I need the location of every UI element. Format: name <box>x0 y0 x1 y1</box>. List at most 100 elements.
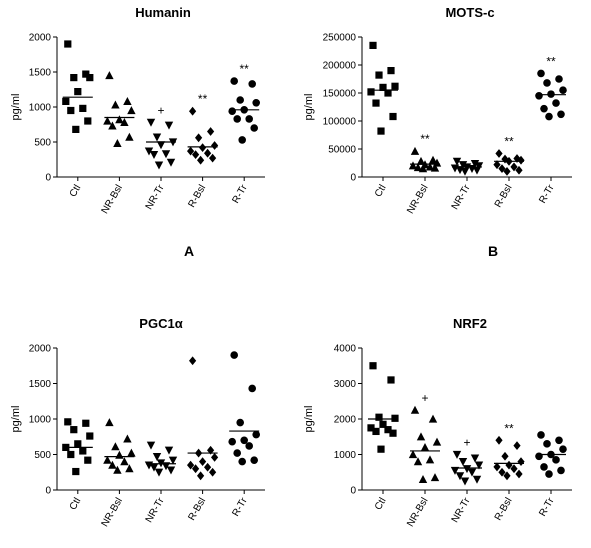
data-point <box>384 426 392 434</box>
data-point <box>144 147 154 156</box>
data-point <box>375 413 383 421</box>
x-tick-label: NR-Tr <box>450 495 473 524</box>
data-point <box>125 464 134 473</box>
data-point <box>187 146 195 156</box>
data-point <box>555 436 563 445</box>
y-tick-label: 1500 <box>29 379 52 390</box>
data-point <box>428 414 438 423</box>
y-tick-label: 0 <box>45 173 51 184</box>
data-point <box>250 456 258 464</box>
significance-annotation: ** <box>240 62 250 76</box>
data-point <box>146 118 156 127</box>
data-point <box>67 450 75 459</box>
data-point <box>458 161 468 170</box>
data-point <box>236 96 244 104</box>
data-point <box>105 418 114 427</box>
data-point <box>115 450 124 459</box>
data-point <box>472 166 482 175</box>
significance-annotation: + <box>421 391 428 405</box>
data-point <box>430 163 440 172</box>
data-point <box>166 466 176 475</box>
data-point <box>495 149 503 158</box>
data-point <box>120 457 129 466</box>
x-tick-label: R-Bsl <box>186 183 208 210</box>
y-tick-label: 50000 <box>328 145 356 156</box>
data-point <box>391 82 399 90</box>
y-tick-label: 0 <box>350 173 356 184</box>
data-point <box>416 432 426 441</box>
data-point <box>84 456 92 464</box>
data-point <box>84 117 92 125</box>
data-point <box>111 442 120 451</box>
chart-title: NRF2 <box>453 316 487 331</box>
data-point <box>455 472 465 481</box>
data-point <box>428 155 438 164</box>
data-point <box>204 462 212 472</box>
data-point <box>238 136 246 144</box>
data-point <box>152 133 162 142</box>
panel-label-b: B <box>488 243 498 259</box>
x-tick-label: Ctl <box>68 183 84 199</box>
data-point <box>559 445 567 453</box>
data-point <box>245 442 253 450</box>
x-tick-label: Ctl <box>373 496 389 512</box>
data-point <box>503 471 511 481</box>
data-point <box>74 440 82 448</box>
data-point <box>375 71 383 79</box>
data-point <box>103 116 112 125</box>
data-point <box>418 474 428 483</box>
significance-annotation: + <box>157 103 164 117</box>
data-point <box>64 40 72 48</box>
data-point <box>195 133 203 143</box>
data-point <box>86 432 94 440</box>
data-point <box>113 139 122 147</box>
data-point <box>470 159 480 168</box>
data-point <box>149 463 159 472</box>
significance-annotation: ** <box>420 132 430 146</box>
y-tick-label: 2000 <box>334 415 357 426</box>
data-point <box>108 460 117 469</box>
data-point <box>211 452 219 462</box>
data-point <box>379 83 387 91</box>
x-tick-label: NR-Tr <box>144 182 167 211</box>
y-tick-label: 2000 <box>29 344 52 355</box>
data-point <box>513 441 521 451</box>
data-point <box>501 451 509 461</box>
data-point <box>207 445 215 455</box>
data-point <box>199 457 207 466</box>
y-tick-label: 500 <box>34 138 51 149</box>
data-point <box>192 150 200 159</box>
data-point <box>535 452 543 461</box>
data-point <box>420 443 430 451</box>
data-point <box>199 143 207 152</box>
significance-annotation: ** <box>546 54 556 68</box>
data-point <box>552 456 560 464</box>
data-point <box>252 430 260 439</box>
data-point <box>535 92 543 100</box>
x-tick-label: NR-Tr <box>450 182 473 211</box>
data-point <box>413 457 423 466</box>
data-point <box>377 445 385 453</box>
data-point <box>211 141 219 150</box>
data-point <box>369 362 377 370</box>
data-point <box>82 70 90 78</box>
data-point <box>197 155 205 165</box>
data-point <box>123 97 132 105</box>
data-point <box>515 469 523 479</box>
data-point <box>418 164 428 173</box>
data-point <box>240 436 248 445</box>
data-point <box>67 106 75 115</box>
data-point <box>462 465 472 474</box>
significance-annotation: + <box>463 436 470 450</box>
data-point <box>387 67 395 75</box>
data-point <box>377 127 385 135</box>
data-point <box>517 155 525 165</box>
data-point <box>467 468 477 477</box>
data-point <box>120 118 129 126</box>
data-point <box>408 450 418 459</box>
data-point <box>86 74 94 82</box>
data-point <box>72 467 80 476</box>
data-point <box>495 435 503 445</box>
y-tick-label: 200000 <box>323 61 357 72</box>
